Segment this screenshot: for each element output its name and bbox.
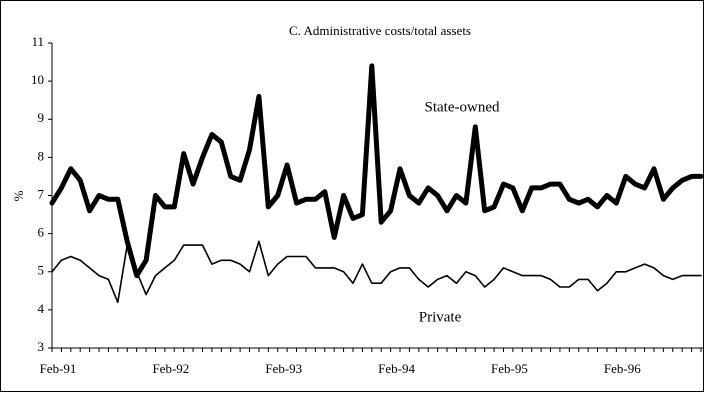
y-tick-label: 4 bbox=[38, 301, 45, 316]
x-tick-label: Feb-92 bbox=[152, 361, 189, 376]
y-tick-label: 10 bbox=[31, 72, 44, 87]
series-label: State-owned bbox=[425, 99, 500, 115]
frame bbox=[0, 0, 704, 392]
y-tick-label: 11 bbox=[31, 34, 44, 49]
line-series bbox=[49, 63, 704, 279]
y-tick-label: 5 bbox=[38, 263, 45, 278]
x-tick-label: Feb-95 bbox=[491, 361, 528, 376]
x-tick-label: Feb-96 bbox=[604, 361, 641, 376]
chart-title: C. Administrative costs/total assets bbox=[289, 23, 471, 38]
y-tick-label: 3 bbox=[38, 339, 45, 354]
x-tick-label: Feb-94 bbox=[378, 361, 415, 376]
y-tick-label: 6 bbox=[38, 225, 45, 240]
y-tick-label: 9 bbox=[38, 110, 45, 125]
line-series bbox=[51, 240, 702, 304]
x-tick-label: Feb-93 bbox=[265, 361, 302, 376]
y-tick-label: 7 bbox=[38, 186, 45, 201]
y-axis-label: % bbox=[11, 190, 26, 201]
x-tick-label: Feb-91 bbox=[40, 361, 77, 376]
y-tick-label: 8 bbox=[38, 148, 45, 163]
series-label: Private bbox=[419, 309, 462, 325]
